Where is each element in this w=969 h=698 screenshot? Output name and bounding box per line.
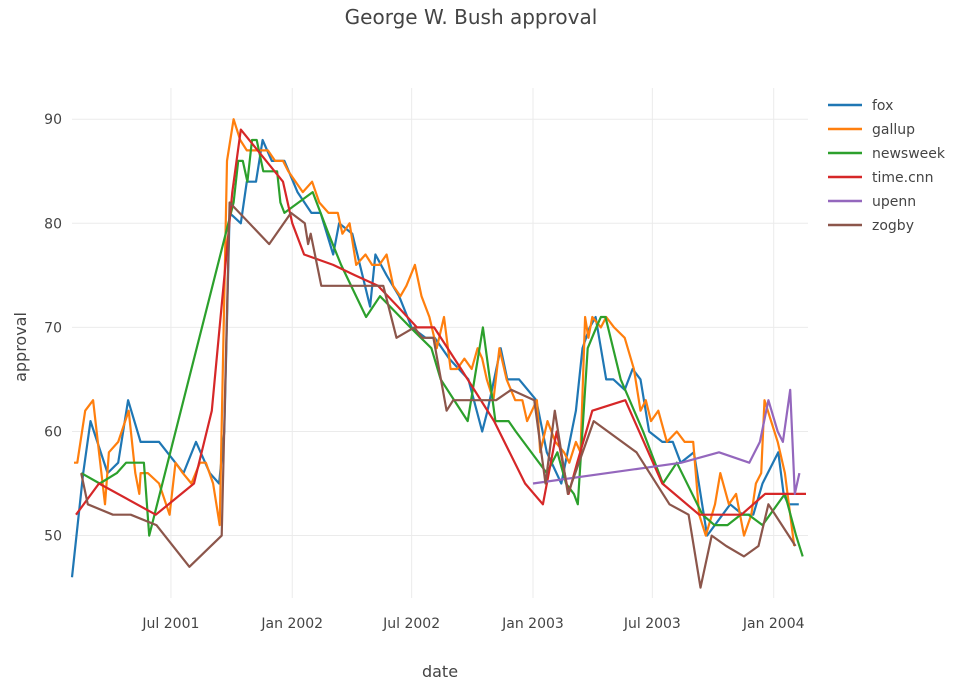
x-tick-label: Jan 2003 <box>501 616 564 632</box>
x-tick-label: Jul 2001 <box>141 616 199 632</box>
series-lines <box>70 118 806 589</box>
y-tick-label: 80 <box>44 216 62 232</box>
x-tick-label: Jul 2002 <box>382 616 440 632</box>
x-axis-label: date <box>422 662 458 681</box>
x-tick-label: Jan 2004 <box>742 616 805 632</box>
legend-item-fox[interactable]: fox <box>828 98 893 114</box>
legend-label: fox <box>872 98 893 114</box>
series-line-newsweek <box>80 138 804 557</box>
legend-label: zogby <box>872 218 914 234</box>
y-tick-label: 90 <box>44 112 62 128</box>
series-line-gallup <box>74 118 796 547</box>
x-tick-label: Jul 2003 <box>623 616 681 632</box>
y-axis-label: approval <box>11 312 30 382</box>
legend-item-upenn[interactable]: upenn <box>828 194 916 210</box>
chart-title: George W. Bush approval <box>345 5 598 29</box>
x-axis-ticks: Jul 2001 Jan 2002 Jul 2002 Jan 2003 Jul 2003… <box>141 616 804 632</box>
series-line-upenn <box>532 388 801 495</box>
legend-item-time-cnn[interactable]: time.cnn <box>828 170 934 186</box>
legend-item-zogby[interactable]: zogby <box>828 218 914 234</box>
series-line-time-cnn <box>75 128 806 516</box>
legend-label: newsweek <box>872 146 946 162</box>
series-line-zogby <box>80 201 797 589</box>
series-line-fox <box>70 138 799 578</box>
y-axis-ticks: 50 60 70 80 90 <box>44 112 62 544</box>
y-tick-label: 60 <box>44 424 62 440</box>
y-tick-label: 70 <box>44 320 62 336</box>
y-tick-label: 50 <box>44 529 62 545</box>
legend-item-gallup[interactable]: gallup <box>828 122 915 138</box>
legend-item-newsweek[interactable]: newsweek <box>828 146 946 162</box>
legend-label: time.cnn <box>872 170 934 186</box>
gridlines <box>72 88 808 598</box>
legend[interactable]: fox gallup newsweek time.cnn upenn zogby <box>828 98 946 234</box>
legend-label: upenn <box>872 194 916 210</box>
x-tick-label: Jan 2002 <box>260 616 323 632</box>
legend-label: gallup <box>872 122 915 138</box>
